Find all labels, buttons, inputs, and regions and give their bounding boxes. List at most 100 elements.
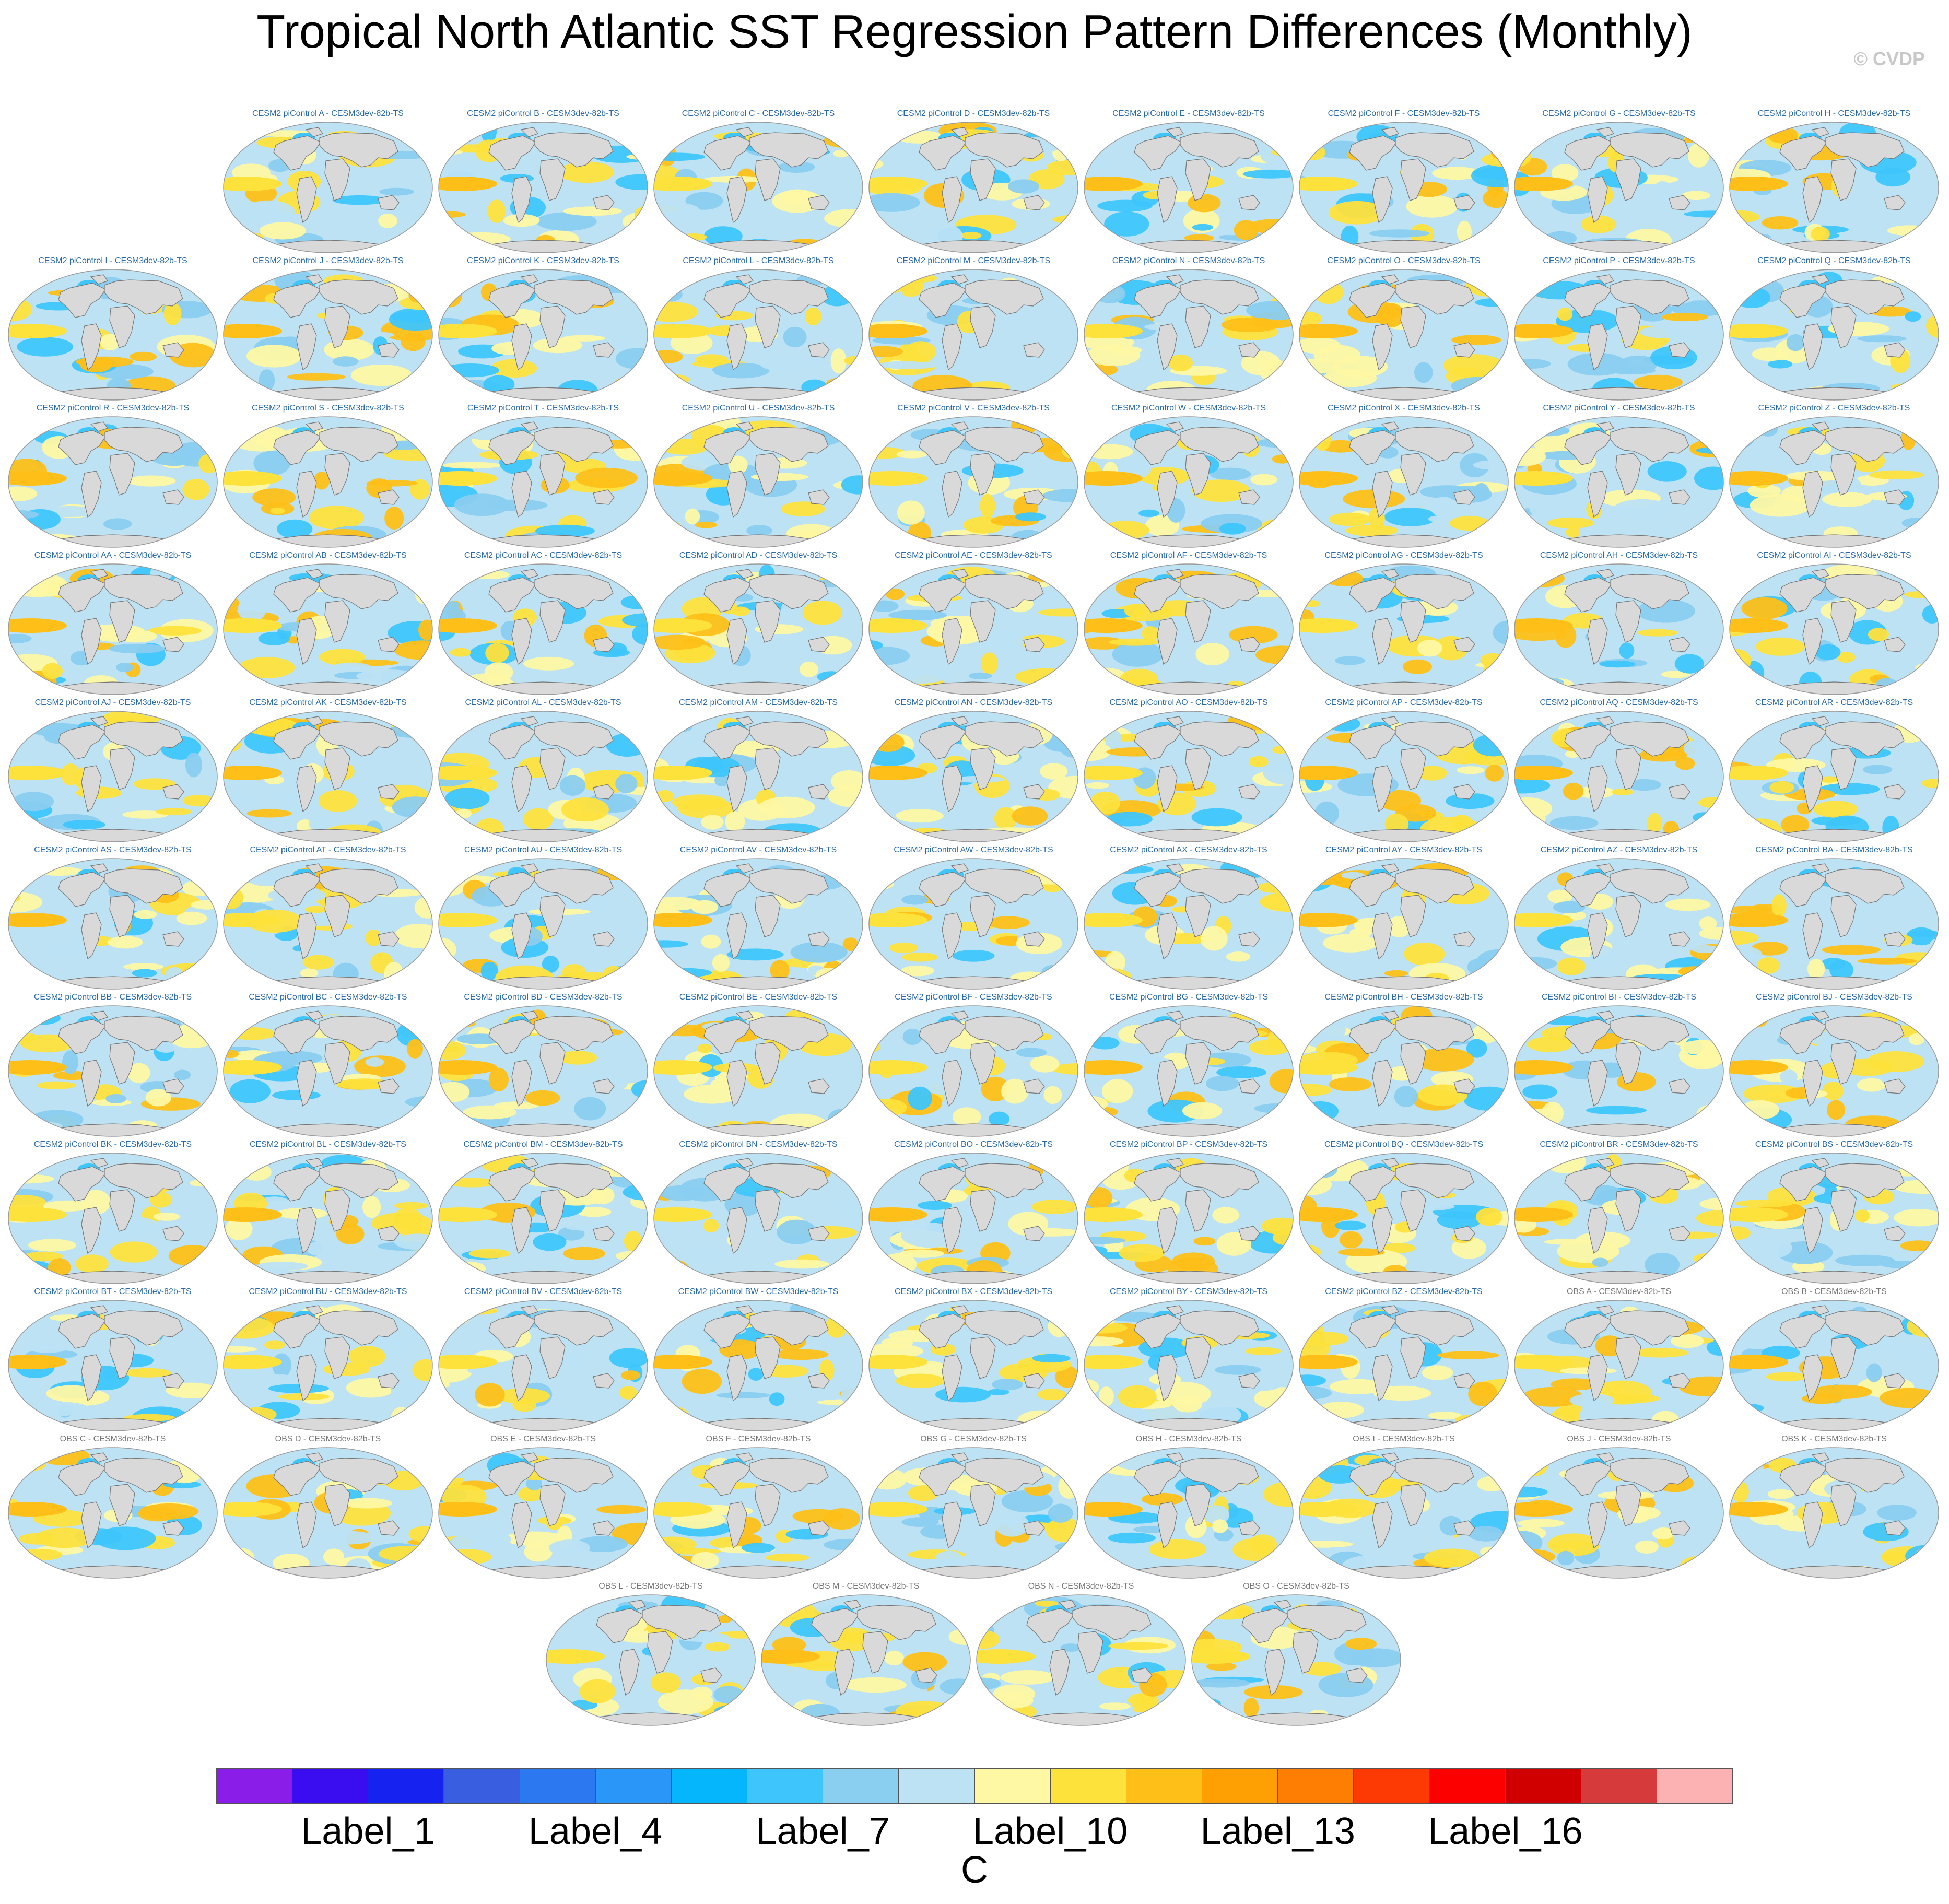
world-map — [868, 122, 1078, 253]
map-panel-cesm2-picontrol-k: CESM2 piControl K - CESM3dev-82b-TS — [437, 255, 650, 402]
world-map — [868, 416, 1078, 548]
world-map — [223, 122, 433, 253]
map-panel-cesm2-picontrol-at: CESM2 piControl AT - CESM3dev-82b-TS — [221, 844, 435, 991]
world-map — [1514, 416, 1724, 548]
panel-title: CESM2 piControl E - CESM3dev-82b-TS — [1112, 109, 1265, 118]
panel-title: CESM2 piControl Y - CESM3dev-82b-TS — [1543, 404, 1695, 413]
map-panel-cesm2-picontrol-bg: CESM2 piControl BG - CESM3dev-82b-TS — [1082, 991, 1295, 1138]
world-map — [868, 711, 1078, 842]
world-map — [1299, 1005, 1509, 1137]
world-map — [1514, 122, 1724, 253]
panel-title: CESM2 piControl L - CESM3dev-82b-TS — [683, 256, 834, 265]
map-panel-cesm2-picontrol-n: CESM2 piControl N - CESM3dev-82b-TS — [1082, 255, 1295, 402]
panel-title: CESM2 piControl AW - CESM3dev-82b-TS — [894, 845, 1053, 854]
panel-title: CESM2 piControl J - CESM3dev-82b-TS — [252, 256, 404, 265]
world-map — [1514, 1005, 1724, 1137]
world-map — [1299, 122, 1509, 253]
colorbar-tick-label: Label_1 — [301, 1811, 435, 1852]
world-map — [653, 1447, 863, 1579]
map-panel-cesm2-picontrol-h: CESM2 piControl H - CESM3dev-82b-TS — [1728, 108, 1941, 255]
panel-title: CESM2 piControl BT - CESM3dev-82b-TS — [34, 1287, 192, 1296]
world-map — [223, 416, 433, 548]
panel-title: CESM2 piControl AH - CESM3dev-82b-TS — [1540, 551, 1698, 560]
panel-title: CESM2 piControl BJ - CESM3dev-82b-TS — [1756, 993, 1912, 1002]
world-map — [1514, 563, 1724, 695]
panel-title: CESM2 piControl AO - CESM3dev-82b-TS — [1109, 698, 1268, 707]
world-map — [1084, 1005, 1294, 1137]
map-panel-cesm2-picontrol-bs: CESM2 piControl BS - CESM3dev-82b-TS — [1728, 1138, 1941, 1286]
map-panel-cesm2-picontrol-v: CESM2 piControl V - CESM3dev-82b-TS — [867, 402, 1080, 549]
world-map — [653, 858, 863, 990]
map-panel-cesm2-picontrol-f: CESM2 piControl F - CESM3dev-82b-TS — [1297, 108, 1510, 255]
panel-title: OBS D - CESM3dev-82b-TS — [275, 1435, 381, 1443]
colorbar-swatch — [671, 1769, 748, 1803]
map-panel-cesm2-picontrol-d: CESM2 piControl D - CESM3dev-82b-TS — [867, 108, 1080, 255]
map-panel-cesm2-picontrol-ah: CESM2 piControl AH - CESM3dev-82b-TS — [1512, 549, 1725, 697]
panel-title: CESM2 piControl I - CESM3dev-82b-TS — [38, 256, 187, 265]
map-panel-cesm2-picontrol-ag: CESM2 piControl AG - CESM3dev-82b-TS — [1297, 549, 1510, 697]
world-map — [1729, 1005, 1939, 1137]
map-panel-cesm2-picontrol-ao: CESM2 piControl AO - CESM3dev-82b-TS — [1082, 697, 1295, 844]
world-map — [653, 269, 863, 401]
map-panel-cesm2-picontrol-bw: CESM2 piControl BW - CESM3dev-82b-TS — [652, 1286, 865, 1433]
map-panel-cesm2-picontrol-j: CESM2 piControl J - CESM3dev-82b-TS — [221, 255, 435, 402]
panel-title: CESM2 piControl AR - CESM3dev-82b-TS — [1755, 698, 1913, 707]
map-panel-obs-g: OBS G - CESM3dev-82b-TS — [867, 1433, 1080, 1580]
world-map — [1729, 1153, 1939, 1284]
map-panel-cesm2-picontrol-bz: CESM2 piControl BZ - CESM3dev-82b-TS — [1297, 1286, 1510, 1433]
world-map — [438, 1300, 648, 1431]
world-map — [1729, 858, 1939, 990]
panel-title: CESM2 piControl C - CESM3dev-82b-TS — [682, 109, 835, 118]
map-panel-cesm2-picontrol-bp: CESM2 piControl BP - CESM3dev-82b-TS — [1082, 1138, 1295, 1286]
world-map — [438, 711, 648, 842]
world-map — [1299, 1300, 1509, 1431]
map-panel-cesm2-picontrol-bm: CESM2 piControl BM - CESM3dev-82b-TS — [437, 1138, 650, 1286]
panel-title: CESM2 piControl AU - CESM3dev-82b-TS — [464, 845, 623, 854]
world-map — [223, 563, 433, 695]
map-panel-cesm2-picontrol-a: CESM2 piControl A - CESM3dev-82b-TS — [221, 108, 435, 255]
map-panel-cesm2-picontrol-bd: CESM2 piControl BD - CESM3dev-82b-TS — [437, 991, 650, 1138]
world-map — [1299, 1153, 1509, 1284]
world-map — [1514, 269, 1724, 401]
map-panel-cesm2-picontrol-e: CESM2 piControl E - CESM3dev-82b-TS — [1082, 108, 1295, 255]
panel-title: CESM2 piControl BQ - CESM3dev-82b-TS — [1324, 1140, 1484, 1149]
map-panel-cesm2-picontrol-g: CESM2 piControl G - CESM3dev-82b-TS — [1512, 108, 1725, 255]
panel-title: OBS A - CESM3dev-82b-TS — [1566, 1287, 1672, 1296]
map-panel-cesm2-picontrol-al: CESM2 piControl AL - CESM3dev-82b-TS — [437, 697, 650, 844]
map-panel-obs-e: OBS E - CESM3dev-82b-TS — [437, 1433, 650, 1580]
map-panel-cesm2-picontrol-bh: CESM2 piControl BH - CESM3dev-82b-TS — [1297, 991, 1510, 1138]
panel-title: CESM2 piControl G - CESM3dev-82b-TS — [1542, 109, 1696, 118]
panel-title: CESM2 piControl AN - CESM3dev-82b-TS — [894, 698, 1053, 707]
map-panel-cesm2-picontrol-ac: CESM2 piControl AC - CESM3dev-82b-TS — [437, 549, 650, 697]
panel-title: CESM2 piControl BC - CESM3dev-82b-TS — [249, 993, 407, 1002]
colorbar-swatch — [595, 1769, 672, 1803]
map-panel-cesm2-picontrol-ad: CESM2 piControl AD - CESM3dev-82b-TS — [652, 549, 865, 697]
world-map — [1514, 1447, 1724, 1579]
map-panel-cesm2-picontrol-q: CESM2 piControl Q - CESM3dev-82b-TS — [1728, 255, 1941, 402]
map-panel-cesm2-picontrol-bi: CESM2 piControl BI - CESM3dev-82b-TS — [1512, 991, 1725, 1138]
panel-title: CESM2 piControl BD - CESM3dev-82b-TS — [464, 993, 623, 1002]
world-map — [653, 1005, 863, 1137]
panel-title: CESM2 piControl V - CESM3dev-82b-TS — [897, 404, 1050, 413]
map-panel-cesm2-picontrol-m: CESM2 piControl M - CESM3dev-82b-TS — [867, 255, 1080, 402]
panel-title: OBS N - CESM3dev-82b-TS — [1028, 1582, 1134, 1591]
panel-title: CESM2 piControl AI - CESM3dev-82b-TS — [1757, 551, 1911, 560]
colorbar-swatch — [292, 1769, 369, 1803]
map-panel-obs-k: OBS K - CESM3dev-82b-TS — [1728, 1433, 1941, 1580]
panel-title: CESM2 piControl P - CESM3dev-82b-TS — [1543, 256, 1695, 265]
panel-title: CESM2 piControl Z - CESM3dev-82b-TS — [1758, 404, 1910, 413]
panel-title: CESM2 piControl AA - CESM3dev-82b-TS — [34, 551, 192, 560]
map-panel-cesm2-picontrol-i: CESM2 piControl I - CESM3dev-82b-TS — [6, 255, 219, 402]
world-map — [1084, 122, 1294, 253]
map-panel-cesm2-picontrol-w: CESM2 piControl W - CESM3dev-82b-TS — [1082, 402, 1295, 549]
map-panel-obs-b: OBS B - CESM3dev-82b-TS — [1728, 1286, 1941, 1433]
world-map — [1084, 416, 1294, 548]
panel-title: CESM2 piControl AJ - CESM3dev-82b-TS — [34, 698, 191, 707]
panel-title: CESM2 piControl Q - CESM3dev-82b-TS — [1757, 256, 1911, 265]
map-panel-obs-j: OBS J - CESM3dev-82b-TS — [1512, 1433, 1725, 1580]
colorbar-swatch — [747, 1769, 824, 1803]
panel-title: CESM2 piControl BO - CESM3dev-82b-TS — [894, 1140, 1053, 1149]
colorbar-swatch — [444, 1769, 520, 1803]
world-map — [653, 416, 863, 548]
map-panel-cesm2-picontrol-x: CESM2 piControl X - CESM3dev-82b-TS — [1297, 402, 1510, 549]
